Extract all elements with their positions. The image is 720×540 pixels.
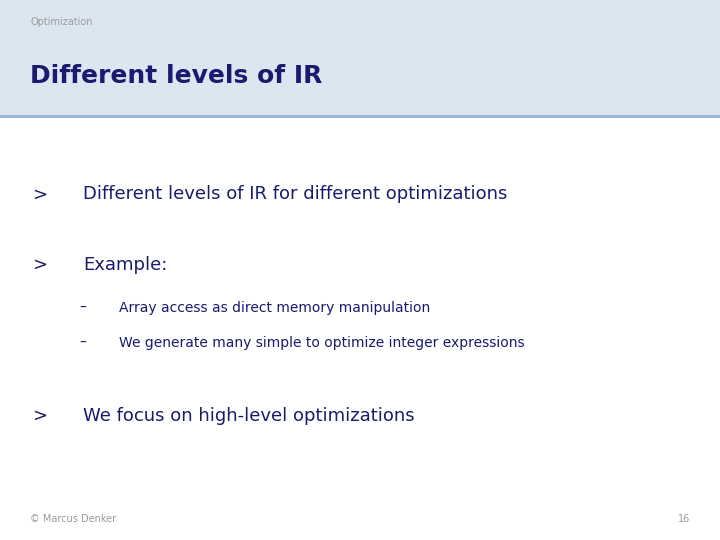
Text: Array access as direct memory manipulation: Array access as direct memory manipulati…	[119, 301, 430, 315]
Text: –: –	[79, 301, 86, 315]
Text: We focus on high-level optimizations: We focus on high-level optimizations	[83, 407, 415, 425]
Text: Example:: Example:	[83, 255, 167, 274]
Bar	[0, 0, 720, 116]
Text: –: –	[79, 336, 86, 350]
Text: 16: 16	[678, 515, 690, 524]
Text: >: >	[32, 255, 47, 274]
Text: We generate many simple to optimize integer expressions: We generate many simple to optimize inte…	[119, 336, 524, 350]
Text: © Marcus Denker: © Marcus Denker	[30, 515, 117, 524]
Text: Different levels of IR for different optimizations: Different levels of IR for different opt…	[83, 185, 507, 204]
Text: Different levels of IR: Different levels of IR	[30, 64, 323, 87]
Text: >: >	[32, 185, 47, 204]
Text: Optimization: Optimization	[30, 17, 93, 26]
Text: >: >	[32, 407, 47, 425]
